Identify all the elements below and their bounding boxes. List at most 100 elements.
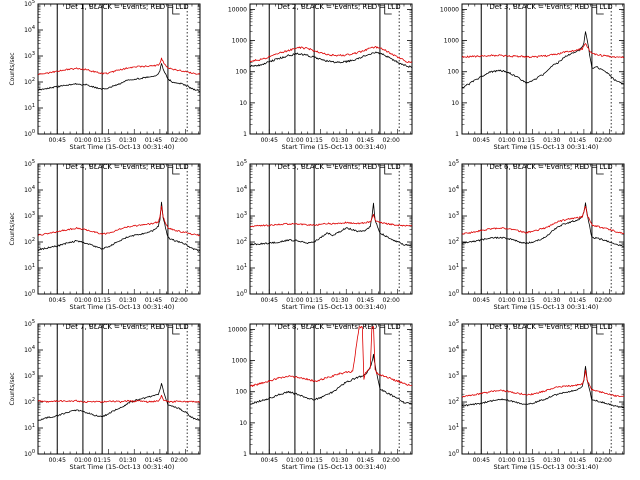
plot-frame <box>37 163 201 295</box>
y-tick-label: 100 <box>448 289 459 298</box>
x-tick-label: 01:45 <box>145 137 162 144</box>
flag-marker <box>596 6 604 15</box>
y-tick-label: 103 <box>24 371 35 380</box>
lld-series-line <box>38 57 200 76</box>
x-tick-label: 00:45 <box>261 137 278 144</box>
y-tick-label: 10000 <box>228 6 247 13</box>
x-axis-label: Start Time (15-Oct-13 00:31:40) <box>282 143 387 151</box>
x-tick-label: 01:30 <box>119 457 136 464</box>
x-tick-label: 02:00 <box>595 457 612 464</box>
y-tick-label: 104 <box>24 25 35 34</box>
y-tick-label: 103 <box>448 211 459 220</box>
y-tick-label: 100 <box>24 289 35 298</box>
x-tick-label: 01:00 <box>498 137 515 144</box>
x-tick-label: 01:15 <box>518 297 535 304</box>
x-tick-label: 01:15 <box>94 137 111 144</box>
y-tick-label: 100 <box>236 389 248 396</box>
x-tick-label: 00:45 <box>261 457 278 464</box>
x-axis-label: Start Time (15-Oct-13 00:31:40) <box>70 463 175 471</box>
y-tick-label: 102 <box>448 397 459 406</box>
y-tick-label: 1 <box>243 131 247 138</box>
y-tick-label: 10 <box>451 100 459 107</box>
plot-frame <box>461 323 625 455</box>
x-tick-label: 01:00 <box>74 137 91 144</box>
panel-title: Det 4, BLACK = Events, RED = LLD <box>65 163 188 171</box>
panel-title: Det 8, BLACK = Events, RED = LLD <box>277 323 400 331</box>
flag-marker <box>172 6 180 15</box>
x-tick-label: 01:30 <box>331 297 348 304</box>
x-tick-label: 01:45 <box>357 137 374 144</box>
x-tick-label: 02:00 <box>171 297 188 304</box>
detector-panel-5: 100 101 102 103 104 105 00:45 01:00 01:15 01:30 01… <box>236 159 413 311</box>
y-tick-label: 10000 <box>228 326 247 333</box>
y-tick-label: 103 <box>24 51 35 60</box>
flag-marker <box>172 326 180 335</box>
detector-panel-3: 1 10 100 1000 10000 00:45 01:00 01:15 01:30 01:45… <box>440 3 625 151</box>
x-tick-label: 01:45 <box>145 297 162 304</box>
x-tick-label: 01:15 <box>94 457 111 464</box>
x-tick-label: 00:45 <box>49 297 66 304</box>
y-tick-label: 101 <box>448 263 459 272</box>
x-tick-label: 02:00 <box>383 457 400 464</box>
y-tick-label: 100 <box>236 69 248 76</box>
lld-series-line <box>462 369 624 398</box>
y-tick-label: 105 <box>24 159 35 168</box>
y-tick-label: 101 <box>24 423 35 432</box>
y-tick-label: 10 <box>239 420 247 427</box>
x-tick-label: 01:15 <box>518 457 535 464</box>
plot-frame <box>249 323 413 455</box>
x-tick-label: 01:45 <box>357 297 374 304</box>
x-tick-label: 00:45 <box>261 297 278 304</box>
y-tick-label: 101 <box>24 263 35 272</box>
lld-series-line <box>250 46 412 63</box>
x-axis-label: Start Time (15-Oct-13 00:31:40) <box>282 303 387 311</box>
y-tick-label: 100 <box>24 129 35 138</box>
events-series-line <box>38 201 200 252</box>
events-series-line <box>38 63 200 92</box>
x-tick-label: 01:00 <box>74 457 91 464</box>
x-tick-label: 01:15 <box>306 297 323 304</box>
x-tick-label: 00:45 <box>49 137 66 144</box>
x-tick-label: 01:30 <box>543 457 560 464</box>
panel-title: Det 9, BLACK = Events, RED = LLD <box>489 323 612 331</box>
y-tick-label: 10000 <box>440 6 459 13</box>
x-tick-label: 01:45 <box>145 457 162 464</box>
panel-title: Det 6, BLACK = Events, RED = LLD <box>489 163 612 171</box>
y-tick-label: 104 <box>24 185 35 194</box>
y-tick-label: 104 <box>448 345 459 354</box>
lld-series-line <box>38 205 200 237</box>
y-tick-label: 100 <box>448 69 460 76</box>
x-tick-label: 00:45 <box>473 457 490 464</box>
lld-series-line <box>38 394 200 404</box>
x-tick-label: 02:00 <box>595 297 612 304</box>
x-tick-label: 01:15 <box>518 137 535 144</box>
y-tick-label: 102 <box>448 237 459 246</box>
y-tick-label: 105 <box>236 159 247 168</box>
plot-area <box>250 202 412 247</box>
y-tick-label: 103 <box>448 371 459 380</box>
flag-marker <box>384 166 392 175</box>
plot-area <box>250 46 412 68</box>
x-tick-label: 01:30 <box>119 137 136 144</box>
x-axis-label: Start Time (15-Oct-13 00:31:40) <box>282 463 387 471</box>
plot-area <box>462 365 624 409</box>
y-tick-label: 1000 <box>444 38 459 45</box>
y-axis-label: Counts/sec <box>9 212 16 245</box>
y-tick-label: 1000 <box>232 38 247 45</box>
lld-series-line <box>250 325 412 388</box>
detector-panel-2: 1 10 100 1000 10000 00:45 01:00 01:15 01:30 01:45… <box>228 3 413 151</box>
plot-frame <box>461 163 625 295</box>
x-tick-label: 01:45 <box>357 457 374 464</box>
y-tick-label: 105 <box>24 0 35 8</box>
detector-panel-7: 100 101 102 103 104 105 00:45 01:00 01:15 01:30 01… <box>9 319 201 471</box>
plot-frame <box>461 3 625 135</box>
x-axis-label: Start Time (15-Oct-13 00:31:40) <box>494 463 599 471</box>
lld-series-line <box>462 205 624 235</box>
y-tick-label: 102 <box>24 397 35 406</box>
plot-frame <box>37 3 201 135</box>
y-tick-label: 102 <box>236 237 247 246</box>
x-tick-label: 02:00 <box>383 297 400 304</box>
plot-area <box>462 202 624 247</box>
events-series-line <box>250 353 412 405</box>
